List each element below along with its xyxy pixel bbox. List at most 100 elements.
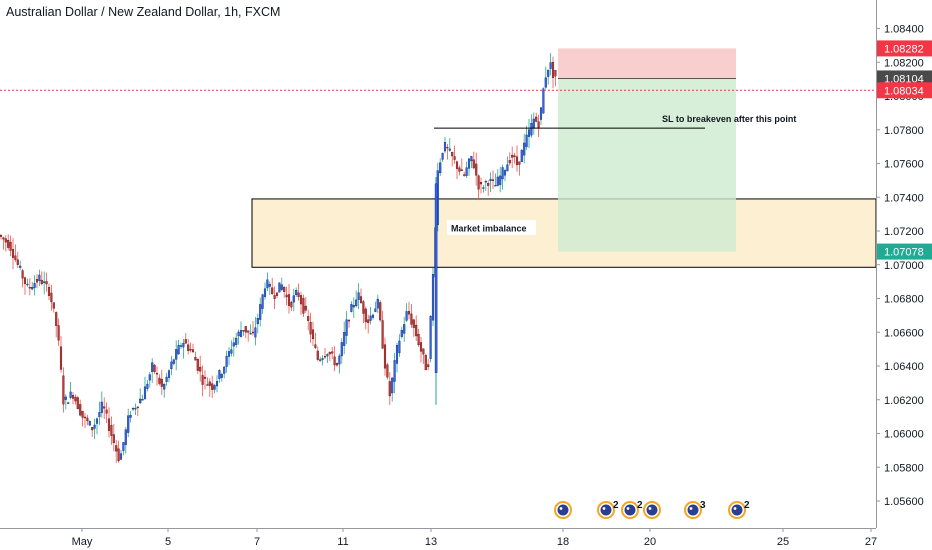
candle-body	[323, 356, 327, 358]
candle-body	[287, 294, 291, 306]
candle	[191, 343, 195, 354]
candle-body	[544, 77, 547, 88]
candle	[323, 348, 327, 360]
candle-body	[357, 292, 360, 300]
candle	[134, 403, 137, 415]
candle	[69, 381, 72, 400]
candle-body	[38, 274, 41, 282]
candle	[551, 56, 555, 89]
candle-body	[328, 352, 331, 355]
candle-body	[439, 162, 442, 174]
candle-body	[467, 158, 471, 169]
candle	[328, 351, 331, 362]
y-tick-label: 1.07600	[884, 159, 924, 171]
candle	[158, 374, 161, 386]
candle	[465, 161, 468, 178]
candle-body	[554, 70, 557, 77]
candle	[403, 316, 406, 342]
economic-event-marker[interactable]	[643, 501, 661, 519]
candle-body	[477, 175, 480, 190]
candle	[278, 282, 281, 293]
background-layer	[251, 48, 877, 268]
candle	[451, 151, 454, 167]
candle-body	[170, 361, 173, 370]
candle	[237, 329, 240, 345]
price-label-bg	[877, 243, 932, 260]
candle-body	[513, 155, 516, 157]
economic-event-marker[interactable]: 2	[728, 500, 750, 519]
candle-body	[215, 381, 219, 387]
candle	[400, 326, 403, 339]
candle-body	[199, 366, 202, 372]
candle-body	[407, 311, 411, 315]
candle-body	[487, 183, 490, 186]
candle	[146, 379, 149, 392]
candle-body	[93, 424, 96, 429]
candle-body	[62, 375, 65, 405]
economic-event-marker[interactable]: 3	[684, 500, 706, 519]
candle	[506, 156, 509, 172]
candle	[539, 106, 543, 126]
y-tick-label: 1.05600	[884, 496, 924, 508]
candle-body	[321, 358, 324, 360]
candle	[455, 160, 459, 179]
candle-body	[412, 319, 415, 328]
candle-body	[299, 295, 303, 305]
candle	[76, 395, 79, 410]
candle	[439, 158, 442, 176]
candle	[67, 401, 70, 404]
candle-body	[254, 327, 257, 338]
candle-body	[333, 356, 336, 366]
position-stop-zone[interactable]	[558, 48, 736, 79]
candle-body	[441, 152, 444, 160]
candle-body	[429, 316, 432, 359]
position-target-zone[interactable]	[558, 78, 736, 252]
candle-body	[225, 355, 228, 367]
candle	[172, 358, 175, 366]
candle-body	[520, 150, 523, 162]
candle	[107, 407, 111, 438]
candle-body	[475, 163, 478, 176]
candles-layer	[0, 52, 557, 463]
candle	[513, 152, 516, 164]
candle-body	[374, 308, 377, 313]
economic-event-marker[interactable]: 2	[621, 500, 643, 519]
candle	[463, 171, 466, 177]
candle-body	[316, 350, 319, 360]
economic-event-marker[interactable]: 2	[597, 500, 619, 519]
candle-body	[52, 302, 55, 309]
candle-body	[400, 330, 403, 337]
y-tick-label: 1.07200	[884, 226, 924, 238]
candle-body	[28, 287, 31, 289]
candle	[398, 334, 401, 357]
candle	[74, 394, 77, 405]
candle	[352, 297, 355, 318]
candle-body	[47, 287, 51, 296]
candle	[458, 165, 461, 176]
price-label: 1.08034	[877, 82, 932, 99]
candle-body	[508, 160, 511, 164]
x-tick-label: 27	[865, 536, 877, 548]
candle-body	[460, 169, 463, 171]
economic-event-marker[interactable]	[554, 501, 572, 519]
y-tick-label: 1.06800	[884, 294, 924, 306]
candle	[194, 351, 197, 361]
event-count: 2	[637, 500, 643, 511]
candle-body	[463, 174, 466, 176]
flag-star-icon	[559, 507, 563, 510]
candle-body	[419, 342, 423, 352]
candle	[287, 284, 291, 314]
candle	[487, 180, 490, 196]
candle	[215, 375, 219, 393]
candle	[83, 412, 87, 429]
candle-body	[213, 385, 216, 390]
candle	[542, 87, 545, 114]
candle-body	[551, 62, 555, 78]
candle-body	[55, 312, 58, 326]
candle	[86, 414, 89, 426]
candle-body	[64, 396, 67, 400]
candle	[129, 411, 132, 423]
candle-body	[67, 402, 70, 404]
candle	[179, 342, 183, 349]
